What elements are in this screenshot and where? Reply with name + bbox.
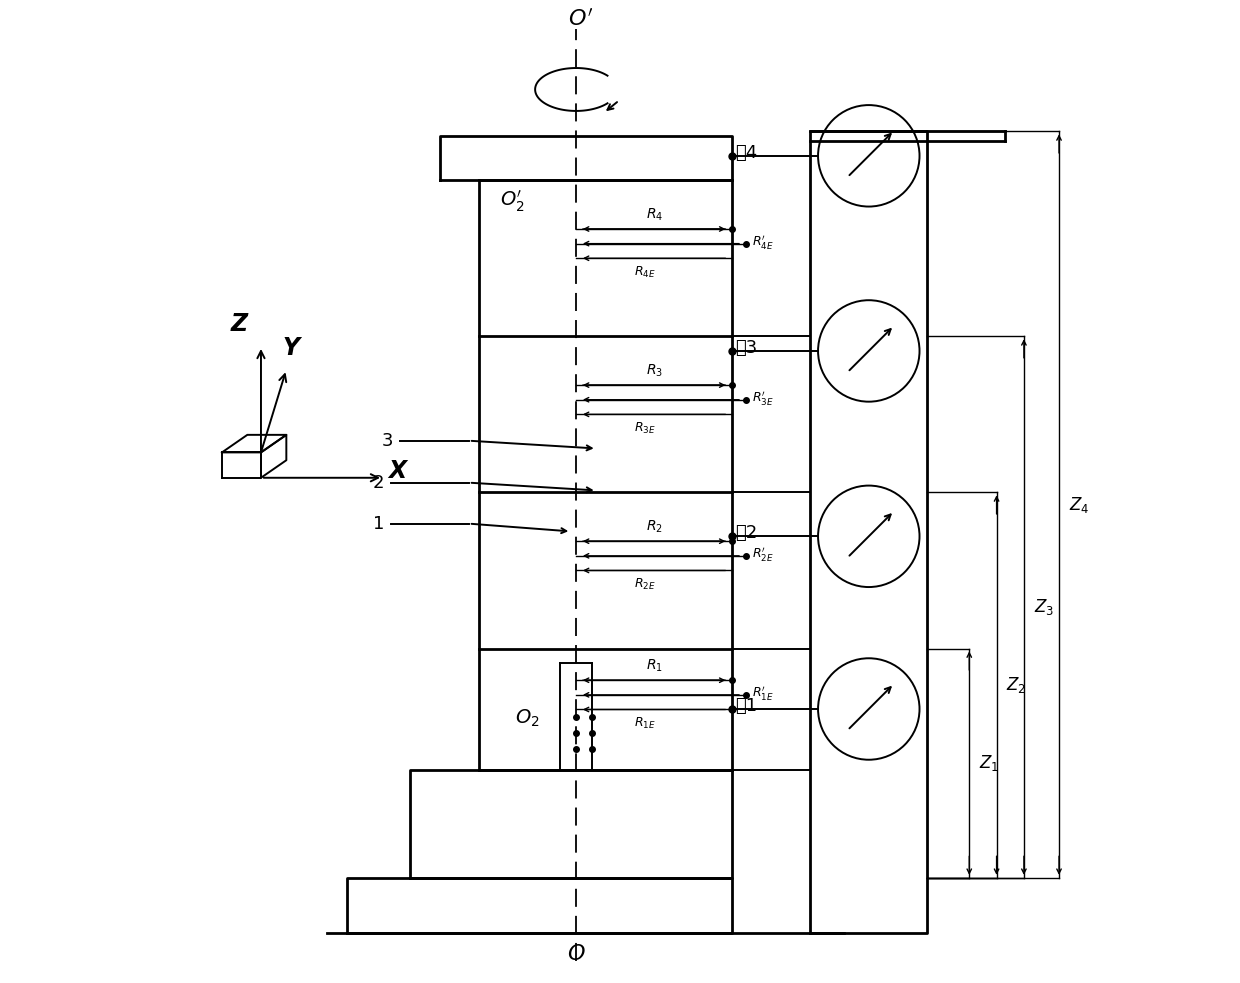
Text: 3: 3: [382, 432, 393, 449]
Text: $O$: $O$: [567, 944, 585, 963]
Text: $O_2'$: $O_2'$: [501, 189, 525, 214]
Text: $Z_4$: $Z_4$: [1069, 494, 1089, 515]
Text: X: X: [388, 459, 407, 483]
Text: $R_4$: $R_4$: [646, 206, 662, 223]
Text: $R_1$: $R_1$: [646, 658, 662, 674]
Text: $R_{4E}$: $R_{4E}$: [634, 265, 655, 280]
Text: 1: 1: [372, 515, 384, 533]
Text: $R_{3E}$: $R_{3E}$: [634, 421, 655, 436]
Text: 表3: 表3: [735, 339, 758, 357]
Text: $O'$: $O'$: [568, 9, 594, 29]
Text: Z: Z: [231, 313, 248, 336]
Text: $R_{3E}'$: $R_{3E}'$: [751, 388, 774, 407]
Text: $R_{1E}$: $R_{1E}$: [634, 717, 655, 731]
Text: $O_2$: $O_2$: [515, 708, 539, 729]
Text: 表2: 表2: [735, 524, 758, 543]
Text: $Z_3$: $Z_3$: [1034, 597, 1054, 617]
Text: $R_{1E}'$: $R_{1E}'$: [751, 684, 774, 702]
Text: $Z_2$: $Z_2$: [1007, 675, 1027, 695]
Text: $Z_1$: $Z_1$: [980, 753, 999, 774]
Text: 表1: 表1: [735, 697, 758, 715]
Text: $R_2$: $R_2$: [646, 519, 662, 536]
Text: 表4: 表4: [735, 144, 758, 162]
Text: Y: Y: [283, 336, 300, 360]
Text: $R_{2E}'$: $R_{2E}'$: [751, 545, 774, 563]
Text: $R_3$: $R_3$: [646, 363, 662, 379]
Text: 2: 2: [372, 474, 384, 492]
Text: $R_{2E}$: $R_{2E}$: [634, 577, 655, 593]
Text: $R_{4E}'$: $R_{4E}'$: [751, 233, 774, 251]
